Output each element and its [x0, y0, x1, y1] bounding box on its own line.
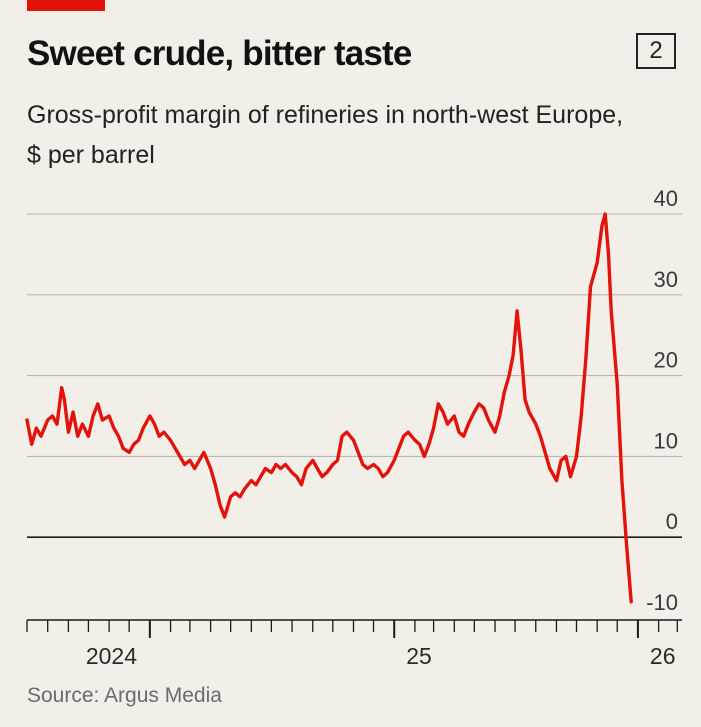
series-layer — [25, 212, 633, 604]
y-tick-labels: 40 30 20 10 0 -10 — [646, 186, 678, 615]
y-tick-label-40: 40 — [654, 186, 678, 211]
y-tick-label-neg10: -10 — [646, 590, 678, 615]
chart-subtitle: Gross-profit margin of refineries in nor… — [27, 101, 624, 169]
x-tick-label-25: 25 — [406, 643, 432, 669]
chart-number-badge: 2 — [636, 33, 676, 69]
x-axis: 2024 25 26 — [26, 619, 682, 669]
brand-accent-bar — [27, 0, 105, 11]
y-tick-label-10: 10 — [654, 428, 678, 453]
chart-title: Sweet crude, bitter taste — [27, 34, 412, 73]
y-tick-label-0: 0 — [666, 509, 678, 534]
y-tick-label-20: 20 — [654, 348, 678, 373]
y-tick-label-30: 30 — [654, 267, 678, 292]
gridlines — [27, 213, 682, 539]
x-tick-label-2024: 2024 — [86, 643, 137, 669]
line-chart: 40 30 20 10 0 -10 2024 25 26 — [25, 186, 682, 669]
x-tick-label-26: 26 — [650, 643, 676, 669]
series-line-0 — [25, 212, 633, 604]
source-note: Source: Argus Media — [27, 684, 222, 707]
